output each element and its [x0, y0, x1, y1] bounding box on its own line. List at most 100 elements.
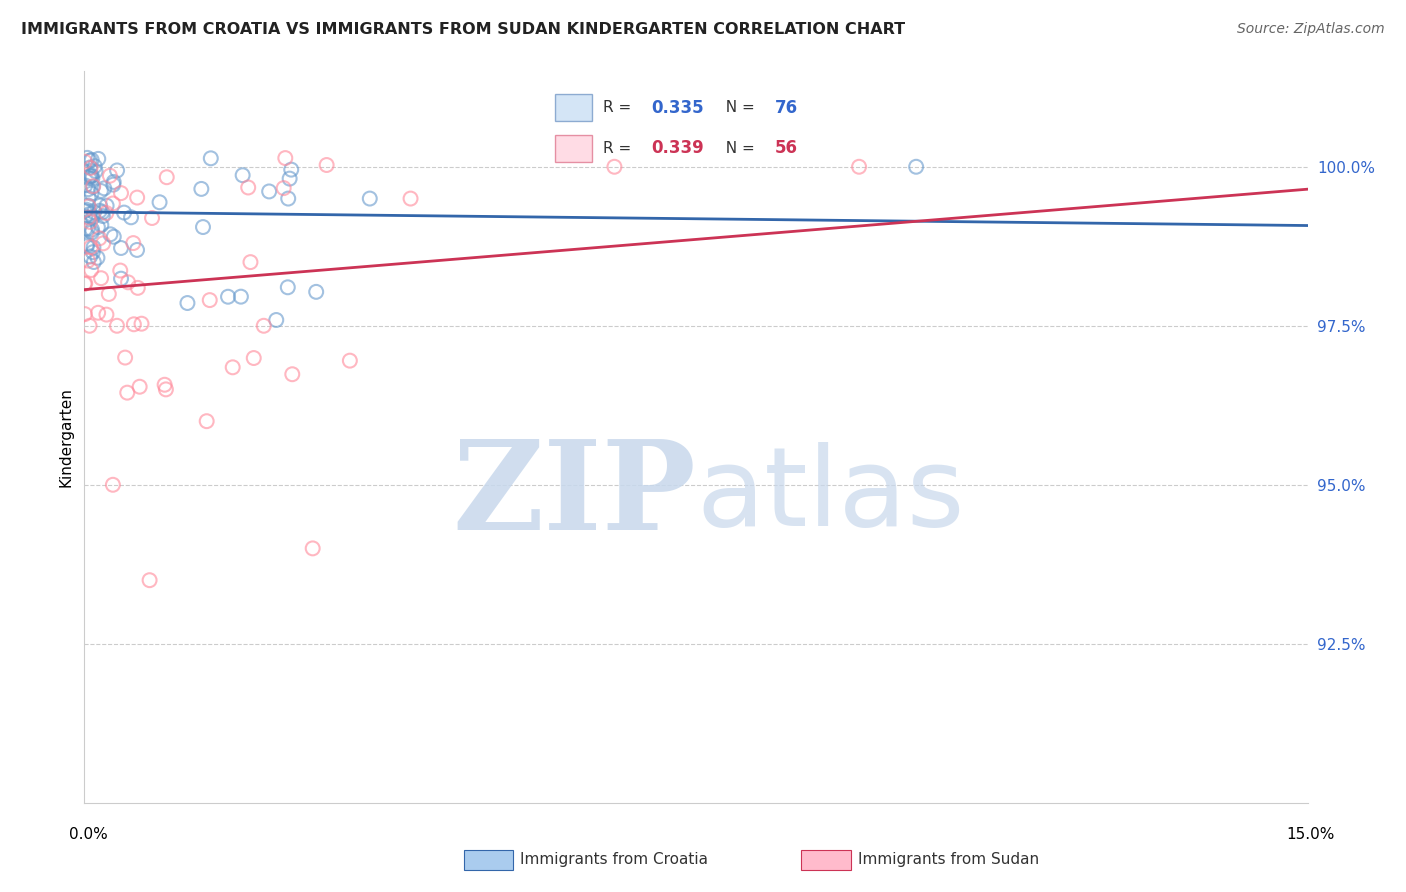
Point — [103, 229, 125, 244]
Point — [90, 271, 112, 285]
Point — [77, 171, 100, 186]
Point — [278, 171, 301, 186]
Point — [200, 151, 222, 165]
Point — [77, 191, 100, 205]
Point — [242, 351, 264, 365]
Point — [153, 377, 176, 392]
Point — [105, 318, 128, 333]
Point — [105, 163, 128, 178]
Point — [277, 280, 299, 294]
Point — [103, 175, 125, 189]
Point — [103, 178, 125, 192]
Text: IMMIGRANTS FROM CROATIA VS IMMIGRANTS FROM SUDAN KINDERGARTEN CORRELATION CHART: IMMIGRANTS FROM CROATIA VS IMMIGRANTS FR… — [21, 22, 905, 37]
Point — [80, 186, 103, 201]
Text: ZIP: ZIP — [453, 435, 696, 556]
Point — [195, 414, 218, 428]
Point — [905, 160, 928, 174]
Point — [77, 253, 100, 268]
Point — [97, 287, 120, 301]
Point — [257, 185, 280, 199]
Text: 15.0%: 15.0% — [1286, 827, 1334, 841]
Point — [148, 195, 170, 210]
Point — [603, 160, 626, 174]
Point — [280, 162, 302, 177]
Point — [217, 290, 239, 304]
Point — [80, 222, 103, 236]
Y-axis label: Kindergarten: Kindergarten — [58, 387, 73, 487]
Point — [82, 179, 104, 194]
Point — [76, 237, 98, 252]
Point — [101, 477, 124, 491]
Point — [75, 210, 97, 224]
Point — [87, 220, 110, 235]
Point — [87, 152, 110, 166]
Point — [264, 313, 287, 327]
Point — [198, 293, 221, 307]
Point — [76, 151, 98, 165]
Point — [79, 207, 101, 221]
Point — [156, 170, 179, 185]
Point — [75, 221, 97, 235]
Point — [79, 153, 101, 168]
Point — [73, 204, 96, 219]
Point — [253, 318, 276, 333]
Point — [73, 277, 96, 291]
Point — [80, 240, 103, 254]
Point — [79, 318, 101, 333]
Point — [232, 168, 254, 182]
Point — [96, 206, 118, 220]
Point — [73, 307, 96, 321]
Point — [83, 255, 105, 269]
Point — [239, 255, 262, 269]
Point — [112, 205, 135, 219]
Point — [91, 209, 114, 223]
Point — [281, 368, 304, 382]
Point — [77, 182, 100, 196]
Text: Immigrants from Croatia: Immigrants from Croatia — [520, 853, 709, 867]
Point — [100, 227, 122, 242]
Text: atlas: atlas — [696, 442, 965, 549]
Point — [86, 251, 108, 265]
Point — [848, 160, 870, 174]
Point — [359, 192, 381, 206]
Text: Source: ZipAtlas.com: Source: ZipAtlas.com — [1237, 22, 1385, 37]
Point — [131, 317, 153, 331]
Point — [222, 360, 245, 375]
Text: Immigrants from Sudan: Immigrants from Sudan — [858, 853, 1039, 867]
Point — [191, 220, 214, 235]
Point — [138, 573, 160, 587]
Point — [176, 296, 198, 310]
Point — [80, 153, 103, 167]
Point — [83, 159, 105, 173]
Point — [238, 180, 260, 194]
Point — [114, 351, 136, 365]
Point — [127, 190, 149, 204]
Point — [87, 306, 110, 320]
Point — [84, 164, 107, 178]
Point — [80, 225, 103, 239]
Point — [96, 199, 118, 213]
Point — [122, 236, 145, 251]
Point — [274, 151, 297, 165]
Point — [101, 196, 124, 211]
Point — [82, 211, 104, 225]
Point — [315, 158, 337, 172]
Point — [90, 184, 112, 198]
Point — [98, 169, 121, 183]
Point — [305, 285, 328, 299]
Point — [90, 218, 112, 232]
Point — [82, 245, 104, 260]
Point — [80, 169, 103, 183]
Point — [110, 186, 132, 201]
Point — [82, 240, 104, 254]
Point — [91, 236, 114, 251]
Point — [122, 318, 145, 332]
Point — [89, 231, 111, 245]
Point — [76, 239, 98, 253]
Point — [79, 161, 101, 175]
Point — [96, 308, 118, 322]
Point — [127, 281, 149, 295]
Point — [120, 211, 142, 225]
Point — [73, 154, 96, 169]
Point — [82, 171, 104, 186]
